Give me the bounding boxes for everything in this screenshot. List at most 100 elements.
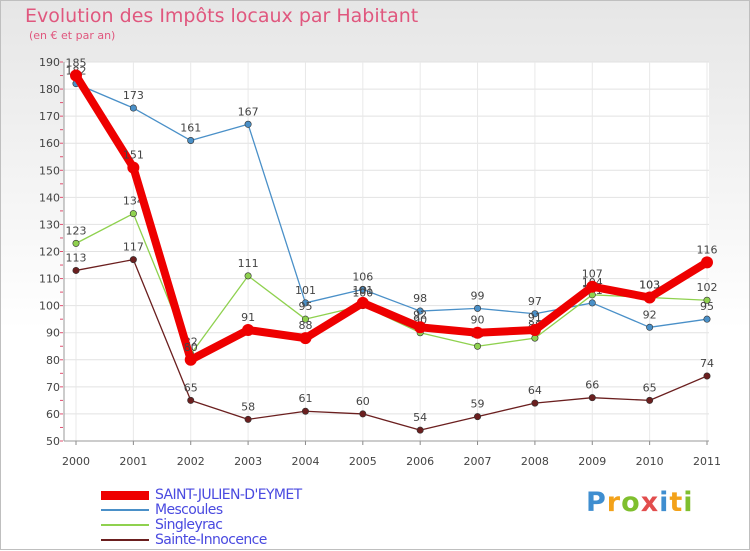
x-tick-label: 2001 <box>119 455 147 468</box>
proxiti-logo: Proxiti <box>586 487 694 518</box>
data-label-sainte-innocence: 59 <box>471 398 485 411</box>
data-point-singleyrac <box>703 296 711 304</box>
data-label-mescoules: 95 <box>700 300 714 313</box>
data-label-mescoules: 173 <box>123 89 144 102</box>
chart-subtitle: (en € et par an) <box>29 29 116 42</box>
data-label-sainte-innocence: 65 <box>184 381 198 394</box>
legend-swatch <box>101 539 149 541</box>
chart-title: Evolution des Impôts locaux par Habitant <box>25 5 419 27</box>
y-tick-label: 80 <box>46 354 60 367</box>
data-point-singleyrac <box>474 342 482 350</box>
legend-item-singleyrac[interactable]: Singleyrac <box>101 517 223 533</box>
x-tick-label: 2005 <box>349 455 377 468</box>
data-point-saint-julien-d-eymet <box>643 291 656 304</box>
data-point-sainte-innocence <box>129 256 137 264</box>
legend-swatch <box>101 509 149 511</box>
data-point-mescoules <box>359 285 367 293</box>
data-label-sainte-innocence: 60 <box>356 395 370 408</box>
data-label-singleyrac: 100 <box>352 287 373 300</box>
data-point-sainte-innocence <box>187 396 195 404</box>
data-point-saint-julien-d-eymet <box>299 332 312 345</box>
data-point-sainte-innocence <box>359 410 367 418</box>
data-point-sainte-innocence <box>646 396 654 404</box>
legend-label: Singleyrac <box>155 517 223 533</box>
data-point-mescoules <box>531 310 539 318</box>
data-label-sainte-innocence: 74 <box>700 357 714 370</box>
y-tick-label: 50 <box>46 435 60 448</box>
data-label-saint-julien-d-eymet: 101 <box>352 284 373 297</box>
data-point-saint-julien-d-eymet <box>127 161 140 174</box>
data-label-mescoules: 99 <box>471 289 485 302</box>
data-point-singleyrac <box>72 239 80 247</box>
y-tick-label: 110 <box>39 273 60 286</box>
data-label-saint-julien-d-eymet: 88 <box>298 319 312 332</box>
series-line-sainte-innocence <box>75 258 708 431</box>
data-label-singleyrac: 102 <box>697 281 718 294</box>
legend-swatch <box>101 524 149 526</box>
data-point-sainte-innocence <box>301 407 309 415</box>
data-label-sainte-innocence: 65 <box>643 381 657 394</box>
y-tick-label: 130 <box>39 218 60 231</box>
data-label-sainte-innocence: 61 <box>298 392 312 405</box>
data-label-saint-julien-d-eymet: 151 <box>123 149 144 162</box>
x-tick-label: 2010 <box>636 455 664 468</box>
y-tick-label: 60 <box>46 408 60 421</box>
data-label-sainte-innocence: 54 <box>413 411 427 424</box>
y-tick-label: 170 <box>39 110 60 123</box>
data-point-saint-julien-d-eymet <box>414 321 427 334</box>
data-label-saint-julien-d-eymet: 185 <box>66 57 87 70</box>
data-point-saint-julien-d-eymet <box>70 69 82 82</box>
data-point-sainte-innocence <box>703 372 711 380</box>
data-point-saint-julien-d-eymet <box>242 324 255 337</box>
x-tick-label: 2004 <box>291 455 319 468</box>
y-tick-label: 180 <box>39 83 60 96</box>
data-label-sainte-innocence: 66 <box>585 379 599 392</box>
data-label-mescoules: 98 <box>413 292 427 305</box>
y-tick-label: 150 <box>39 164 60 177</box>
data-label-singleyrac: 103 <box>639 279 660 292</box>
data-point-saint-julien-d-eymet <box>184 353 197 366</box>
data-point-saint-julien-d-eymet <box>701 256 713 269</box>
data-label-saint-julien-d-eymet: 90 <box>471 314 485 327</box>
data-point-sainte-innocence <box>244 415 252 423</box>
legend-label: SAINT-JULIEN-D'EYMET <box>155 487 302 503</box>
data-point-sainte-innocence <box>531 399 539 407</box>
x-tick-label: 2007 <box>464 455 492 468</box>
y-tick-label: 140 <box>39 191 60 204</box>
y-tick-label: 190 <box>39 56 60 69</box>
x-tick-label: 2008 <box>521 455 549 468</box>
data-label-sainte-innocence: 113 <box>66 251 87 264</box>
data-point-mescoules <box>129 104 137 112</box>
y-tick-label: 160 <box>39 137 60 150</box>
data-label-saint-julien-d-eymet: 103 <box>639 279 660 292</box>
data-point-mescoules <box>187 137 195 145</box>
data-point-mescoules <box>301 299 309 307</box>
data-label-mescoules: 106 <box>352 270 373 283</box>
x-tick-label: 2003 <box>234 455 262 468</box>
legend-label: Sainte-Innocence <box>155 532 267 548</box>
data-point-mescoules <box>646 323 654 331</box>
x-tick-label: 2002 <box>177 455 205 468</box>
x-tick-label: 2006 <box>406 455 434 468</box>
data-label-mescoules: 97 <box>528 295 542 308</box>
y-tick-label: 90 <box>46 327 60 340</box>
data-label-saint-julien-d-eymet: 80 <box>184 341 198 354</box>
series-line-mescoules <box>75 83 708 328</box>
data-label-singleyrac: 95 <box>298 300 312 313</box>
data-label-sainte-innocence: 117 <box>123 241 144 254</box>
data-point-saint-julien-d-eymet <box>586 280 599 293</box>
data-point-mescoules <box>416 307 424 315</box>
x-tick-label: 2009 <box>578 455 606 468</box>
data-label-mescoules: 92 <box>643 308 657 321</box>
legend-item-saint-julien[interactable]: SAINT-JULIEN-D'EYMET <box>101 487 302 503</box>
data-point-singleyrac <box>301 315 309 323</box>
data-point-saint-julien-d-eymet <box>471 326 484 339</box>
legend-item-mescoules[interactable]: Mescoules <box>101 502 223 518</box>
data-point-singleyrac <box>244 272 252 280</box>
legend-item-sainte-innocence[interactable]: Sainte-Innocence <box>101 532 267 548</box>
x-tick-label: 2000 <box>62 455 90 468</box>
data-label-saint-julien-d-eymet: 91 <box>241 311 255 324</box>
data-point-mescoules <box>588 299 596 307</box>
